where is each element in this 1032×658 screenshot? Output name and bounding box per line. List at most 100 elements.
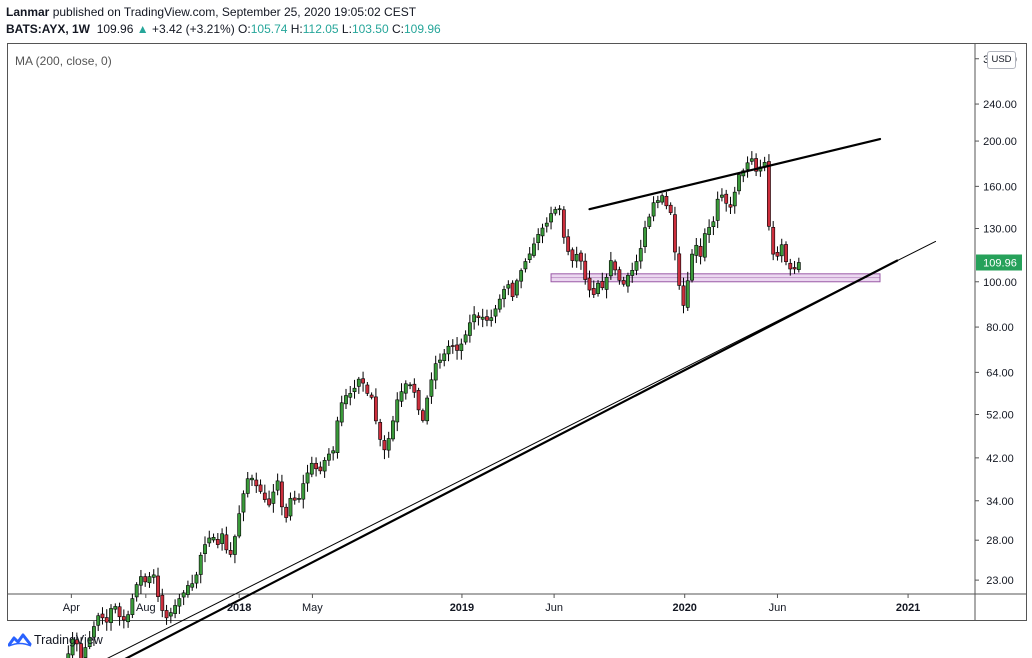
candle-body: [348, 393, 353, 398]
y-tick-label: 160.00: [983, 181, 1017, 193]
candle: [233, 534, 237, 564]
candle-body: [450, 345, 455, 347]
chart-frame[interactable]: [7, 43, 1027, 621]
candle-body: [156, 575, 160, 597]
candle: [254, 472, 259, 493]
candle-body: [335, 420, 340, 453]
candle-body: [694, 244, 699, 256]
indicator-label[interactable]: MA (200, close, 0): [15, 54, 112, 68]
candle: [540, 223, 545, 244]
candle: [796, 257, 801, 273]
candle: [643, 220, 647, 254]
candle-body: [87, 637, 92, 647]
candle-body: [489, 317, 494, 321]
candle: [557, 205, 562, 216]
candle-body: [322, 460, 327, 472]
candle: [87, 631, 92, 650]
candle-body: [186, 585, 190, 595]
candle-body: [476, 315, 481, 318]
footer-brand[interactable]: TradingView: [8, 631, 103, 649]
candle-body: [737, 174, 741, 192]
x-tick-label: 2021: [896, 602, 920, 614]
candle-body: [724, 193, 729, 204]
candle: [608, 251, 613, 280]
candle-body: [228, 550, 233, 555]
candle: [681, 277, 686, 314]
candle: [134, 582, 139, 602]
candle-body: [621, 280, 626, 285]
candle: [348, 386, 353, 406]
candle-body: [472, 314, 477, 323]
candle-body: [203, 544, 207, 554]
candle-body: [301, 483, 306, 500]
candle-body: [190, 583, 195, 588]
candle-body: [660, 195, 665, 203]
candle: [493, 304, 498, 324]
candle-body: [485, 316, 489, 321]
candle: [450, 339, 455, 354]
author-name[interactable]: Lanmar: [6, 5, 50, 19]
candle: [506, 280, 511, 296]
currency-badge[interactable]: USD: [987, 51, 1016, 69]
candle-body: [121, 616, 126, 621]
candle-body: [292, 497, 297, 501]
candle: [139, 569, 143, 594]
candle: [745, 156, 750, 178]
candle-body: [92, 626, 96, 638]
candle-body: [497, 298, 502, 310]
candle-body: [416, 390, 421, 411]
candle-body: [139, 576, 143, 586]
candle-body: [540, 227, 545, 237]
candle-body: [314, 462, 318, 470]
candle-body: [463, 334, 468, 343]
candle: [741, 168, 746, 183]
candle: [754, 153, 759, 177]
candle: [668, 202, 673, 216]
candle: [724, 189, 729, 212]
candle: [335, 416, 340, 459]
candle: [181, 590, 186, 606]
candle: [630, 262, 635, 283]
candle-body: [309, 462, 314, 475]
candle: [566, 229, 571, 256]
candle: [514, 278, 519, 299]
candle-body: [275, 480, 280, 491]
candle: [147, 572, 152, 588]
candle: [361, 371, 365, 392]
candle-body: [126, 614, 131, 623]
candle: [220, 528, 224, 551]
candle-body: [630, 270, 635, 276]
candle-body: [455, 344, 459, 351]
candle-body: [506, 284, 511, 289]
candle-body: [502, 289, 506, 300]
candle-body: [771, 227, 776, 255]
candle-body: [514, 280, 519, 296]
candle: [378, 418, 383, 447]
candle-body: [356, 378, 361, 387]
candle-body: [749, 158, 754, 162]
x-tick-label: Aug: [136, 602, 156, 614]
y-tick-label: 23.00: [986, 575, 1014, 587]
candle: [318, 461, 323, 475]
publication-line: Lanmar published on TradingView.com, Sep…: [6, 4, 1006, 21]
candle: [262, 484, 267, 503]
candle-body: [284, 506, 289, 518]
candle: [301, 474, 306, 509]
candle-body: [643, 227, 647, 247]
y-tick-label: 52.00: [986, 410, 1014, 422]
symbol-label[interactable]: BATS:AYX, 1W: [6, 22, 91, 36]
candle: [685, 271, 690, 311]
candle: [519, 268, 524, 289]
candle-body: [647, 216, 652, 227]
candle: [104, 609, 109, 631]
candle-body: [391, 420, 395, 440]
candle-body: [361, 378, 365, 384]
candle-body: [655, 200, 660, 203]
candle-body: [280, 481, 284, 508]
candle: [143, 573, 148, 587]
candle-body: [326, 453, 331, 461]
candle: [634, 254, 639, 276]
candle: [186, 580, 190, 598]
candle: [617, 266, 622, 285]
